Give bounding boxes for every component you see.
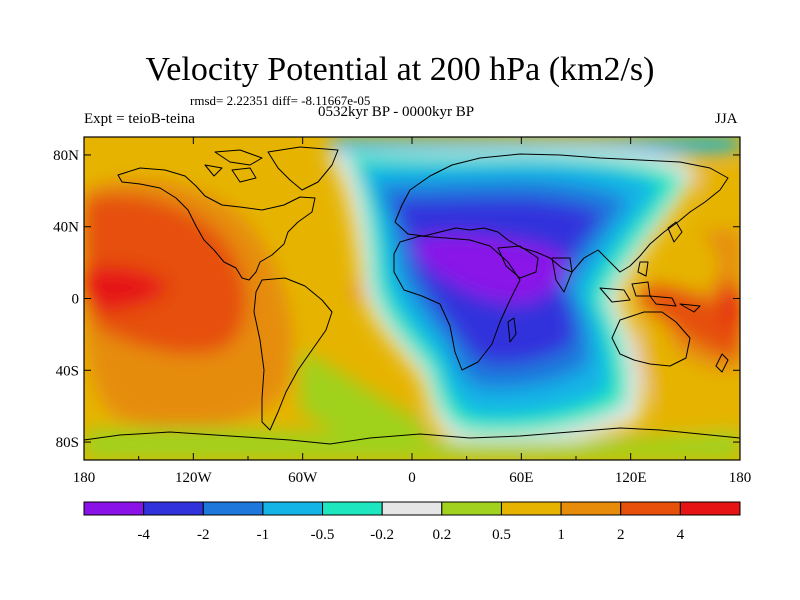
colorbar-swatch [322,501,383,516]
coastline-south-america [253,277,333,431]
y-tick-label: 40N [53,220,79,236]
axis-labels: 180 120W 60W 0 60E 120E 180 80N 40N 0 40S 80S [53,148,751,486]
period-label: 0532kyr BP - 0000kyr BP [318,104,475,120]
colorbar-swatch [679,501,741,516]
x-tick-label: 180 [729,470,752,486]
colorbar-label: 0.2 [432,527,451,543]
colorbar-label: -0.5 [311,527,335,543]
coastlines [84,146,740,445]
contour-region [84,428,740,460]
x-tick-label: 120E [615,470,647,486]
colorbar-label: -4 [137,527,150,543]
coastline-japan [667,221,683,243]
y-tick-label: 40S [56,363,79,379]
colorbar-label: 0.5 [492,527,511,543]
coastline-india [551,257,573,293]
colorbar-swatch [202,501,264,516]
rmsd-diff-stats: rmsd= 2.22351 diff= -8.11667e-05 [190,93,371,108]
coastline-new-zealand [715,353,729,373]
colorbar: -4 -2 -1 -0.5 -0.2 0.2 0.5 1 2 4 [83,501,741,543]
contour-region [84,194,247,355]
colorbar-swatch [143,501,204,516]
contour-field [84,137,740,460]
coastline-maritime-continent [599,261,701,313]
y-tick-label: 80S [56,435,79,451]
experiment-label: Expt = teioB-teina [84,111,195,127]
colorbar-label: -2 [197,527,210,543]
coastline-africa [393,235,521,371]
x-tick-label: 60W [288,470,318,486]
colorbar-swatch [500,501,562,516]
colorbar-swatch [560,501,622,516]
coastline-madagascar [507,317,517,343]
colorbar-swatch [83,501,145,516]
contour-region [330,137,740,170]
coastline-greenland [267,146,339,191]
colorbar-label: 4 [677,527,685,543]
y-tick-label: 80N [53,148,79,164]
contour-region [84,266,168,312]
colorbar-label: 2 [617,527,625,543]
contour-region [720,280,740,340]
y-tick-label: 0 [72,292,80,308]
coastline-australia [611,311,691,367]
x-tick-label: 120W [175,470,213,486]
colorbar-swatch [441,501,502,516]
colorbar-swatch [262,501,324,516]
coastline-arctic-islands [204,149,263,183]
colorbar-label: -1 [257,527,270,543]
x-tick-label: 60E [509,470,533,486]
plot-title: Velocity Potential at 200 hPa (km2/s) [145,51,655,88]
x-tick-label: 0 [408,470,416,486]
colorbar-swatch [620,501,681,516]
contour-region [300,350,424,455]
season-label: JJA [715,111,738,127]
colorbar-swatch [381,501,443,516]
coastline-eurasia [394,153,729,273]
axis-ticks [83,137,741,460]
colorbar-label: 1 [557,527,565,543]
x-tick-label: 180 [73,470,96,486]
coastline-arabia [497,245,539,279]
colorbar-label: -0.2 [370,527,394,543]
coastline-north-america [117,167,316,281]
coastline-antarctica [84,427,740,445]
